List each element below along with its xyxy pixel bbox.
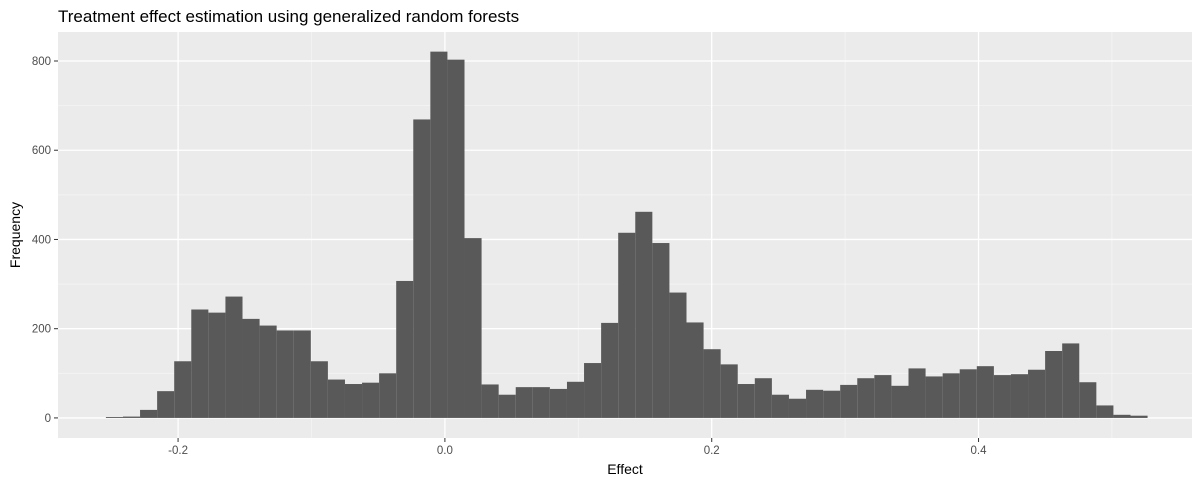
histogram-bar (447, 59, 465, 418)
histogram-bar (686, 322, 704, 418)
histogram-bar (788, 398, 807, 418)
histogram-bar (310, 361, 328, 418)
histogram-bar (464, 238, 482, 418)
histogram-bar (1113, 414, 1131, 418)
histogram-bar (601, 322, 619, 418)
histogram-bar (857, 378, 875, 418)
histogram-bars (105, 51, 1148, 418)
histogram-bar (293, 330, 311, 418)
histogram-bar (259, 325, 277, 418)
histogram-bar (823, 390, 841, 418)
histogram-bar (737, 384, 755, 418)
y-axis: 0 200 400 600 800 (32, 56, 58, 425)
histogram-bar (430, 51, 448, 418)
histogram-bar (1079, 382, 1097, 418)
x-tick-label: 0.0 (437, 445, 453, 457)
histogram-bar (754, 378, 772, 418)
histogram-bar (532, 387, 550, 418)
x-axis-label: Effect (607, 461, 643, 477)
histogram-bar (379, 373, 397, 418)
histogram-bar (413, 119, 431, 418)
histogram-bar (396, 280, 414, 418)
histogram-bar (242, 318, 260, 418)
histogram-bar (925, 376, 943, 418)
histogram-bar (993, 375, 1011, 418)
histogram-bar (891, 385, 909, 418)
x-axis: -0.2 0.0 0.2 0.4 (168, 438, 987, 457)
histogram-bar (208, 312, 226, 418)
histogram-bar (669, 292, 687, 418)
histogram-bar (635, 211, 653, 418)
histogram-bar (942, 373, 960, 418)
histogram-bar (122, 416, 141, 418)
histogram-bar (566, 381, 585, 418)
y-tick-label: 0 (45, 413, 51, 425)
chart-title: Treatment effect estimation using genera… (58, 7, 519, 26)
histogram-bar (1062, 343, 1080, 418)
histogram-bar (652, 243, 670, 418)
histogram-bar (225, 296, 243, 418)
histogram-bar (703, 349, 721, 418)
histogram-bar (976, 366, 994, 418)
x-tick-label: -0.2 (168, 445, 188, 457)
histogram-bar (840, 384, 858, 418)
histogram-bar (344, 384, 363, 418)
histogram-bar (720, 364, 738, 418)
y-tick-label: 400 (32, 234, 51, 246)
histogram-bar (618, 232, 636, 418)
histogram-bar (1028, 369, 1046, 418)
histogram-bar (481, 384, 499, 418)
histogram-bar (1130, 415, 1148, 418)
y-tick-label: 600 (32, 145, 51, 157)
histogram-bar (908, 368, 926, 418)
histogram-bar (806, 389, 824, 418)
histogram-bar (515, 387, 533, 418)
histogram-bar (549, 388, 567, 418)
histogram-bar (276, 330, 294, 418)
histogram-bar (1010, 374, 1029, 418)
y-tick-label: 200 (32, 324, 51, 336)
y-tick-label: 800 (32, 56, 51, 68)
histogram-bar (105, 417, 123, 418)
histogram-bar (140, 409, 158, 418)
histogram-bar (1045, 351, 1063, 418)
histogram-bar (174, 361, 192, 418)
histogram-bar (327, 379, 345, 418)
histogram-bar (362, 382, 380, 418)
histogram-bar (584, 363, 602, 418)
histogram-bar (771, 394, 789, 418)
x-tick-label: 0.4 (971, 445, 988, 457)
histogram-bar (1096, 405, 1114, 418)
x-tick-label: 0.2 (704, 445, 720, 457)
histogram-bar (157, 391, 175, 418)
histogram-bar (959, 369, 977, 418)
histogram-bar (874, 375, 892, 418)
histogram-bar (191, 309, 209, 418)
y-axis-label: Frequency (7, 202, 23, 268)
histogram-bar (498, 394, 516, 418)
